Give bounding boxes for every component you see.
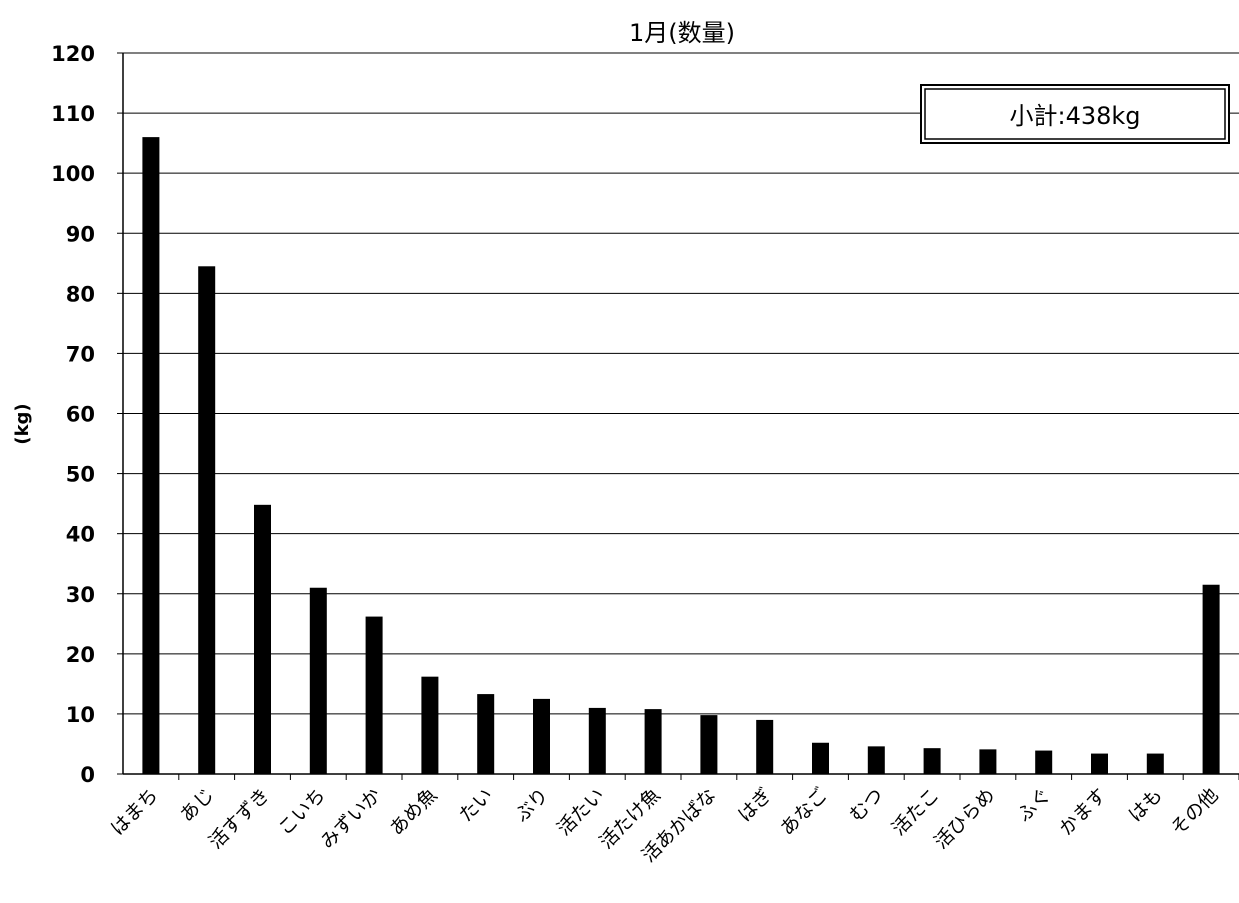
- bar: [923, 748, 941, 774]
- bar: [421, 676, 439, 774]
- x-tick-label: むつ: [845, 784, 887, 826]
- bar: [142, 137, 160, 774]
- y-tick-label: 120: [51, 42, 95, 66]
- x-tick-label: その他: [1167, 784, 1223, 840]
- x-tick-label: あめ魚: [386, 784, 442, 840]
- x-tick-label: あじ: [176, 784, 218, 826]
- x-tick-label: ぶり: [511, 784, 553, 826]
- y-tick-label: 40: [66, 523, 95, 547]
- y-tick-label: 90: [66, 222, 95, 246]
- y-tick-label: 60: [66, 403, 95, 427]
- bar: [979, 749, 997, 774]
- gridlines: [123, 52, 1239, 715]
- y-tick-label: 80: [66, 282, 95, 306]
- x-tick-label: ふぐ: [1013, 784, 1055, 826]
- y-tick-label: 20: [66, 643, 95, 667]
- bars: [142, 137, 1220, 774]
- bar: [477, 694, 495, 774]
- bar: [588, 707, 606, 774]
- x-tick-label: たい: [455, 784, 497, 826]
- y-tick-label: 30: [66, 583, 95, 607]
- bar: [812, 742, 829, 774]
- subtotal-box: 小計:438kg: [920, 84, 1230, 144]
- x-tick-label: はぎ: [734, 784, 776, 826]
- x-tick-label: 活ひらめ: [930, 784, 999, 853]
- bar: [309, 587, 327, 774]
- bar: [700, 715, 718, 774]
- subtotal-label: 小計:438kg: [1009, 102, 1140, 130]
- y-tick-label: 100: [51, 162, 95, 186]
- bar: [756, 719, 774, 774]
- x-tick-label: はまち: [107, 784, 163, 840]
- y-tick-label: 70: [66, 342, 95, 366]
- bar: [533, 698, 550, 774]
- x-tick-label: 活すずき: [205, 784, 274, 853]
- y-tick-label: 50: [66, 463, 95, 487]
- bar: [1202, 584, 1220, 774]
- bar: [1091, 753, 1108, 774]
- bar: [198, 266, 216, 774]
- y-tick-label: 10: [66, 703, 95, 727]
- bar: [254, 504, 271, 774]
- bar: [1146, 753, 1164, 774]
- y-axis-label: (kg): [12, 403, 33, 444]
- x-tick-label: はも: [1124, 784, 1166, 826]
- bar: [365, 616, 383, 774]
- x-tick-label: みずいか: [316, 784, 385, 853]
- chart-title: 1月(数量): [629, 19, 735, 47]
- bar: [867, 746, 885, 774]
- axes: [122, 53, 1239, 775]
- x-tick-label: あなご: [776, 784, 832, 840]
- y-tick-label: 110: [51, 102, 95, 126]
- y-axis-ticks: 0 10 20 30 40 50 60 70 80 90 100 110 120: [51, 42, 123, 787]
- bar: [1035, 750, 1053, 774]
- x-tick-label: かます: [1055, 784, 1111, 840]
- y-tick-label: 0: [80, 763, 95, 787]
- bar: [644, 709, 662, 774]
